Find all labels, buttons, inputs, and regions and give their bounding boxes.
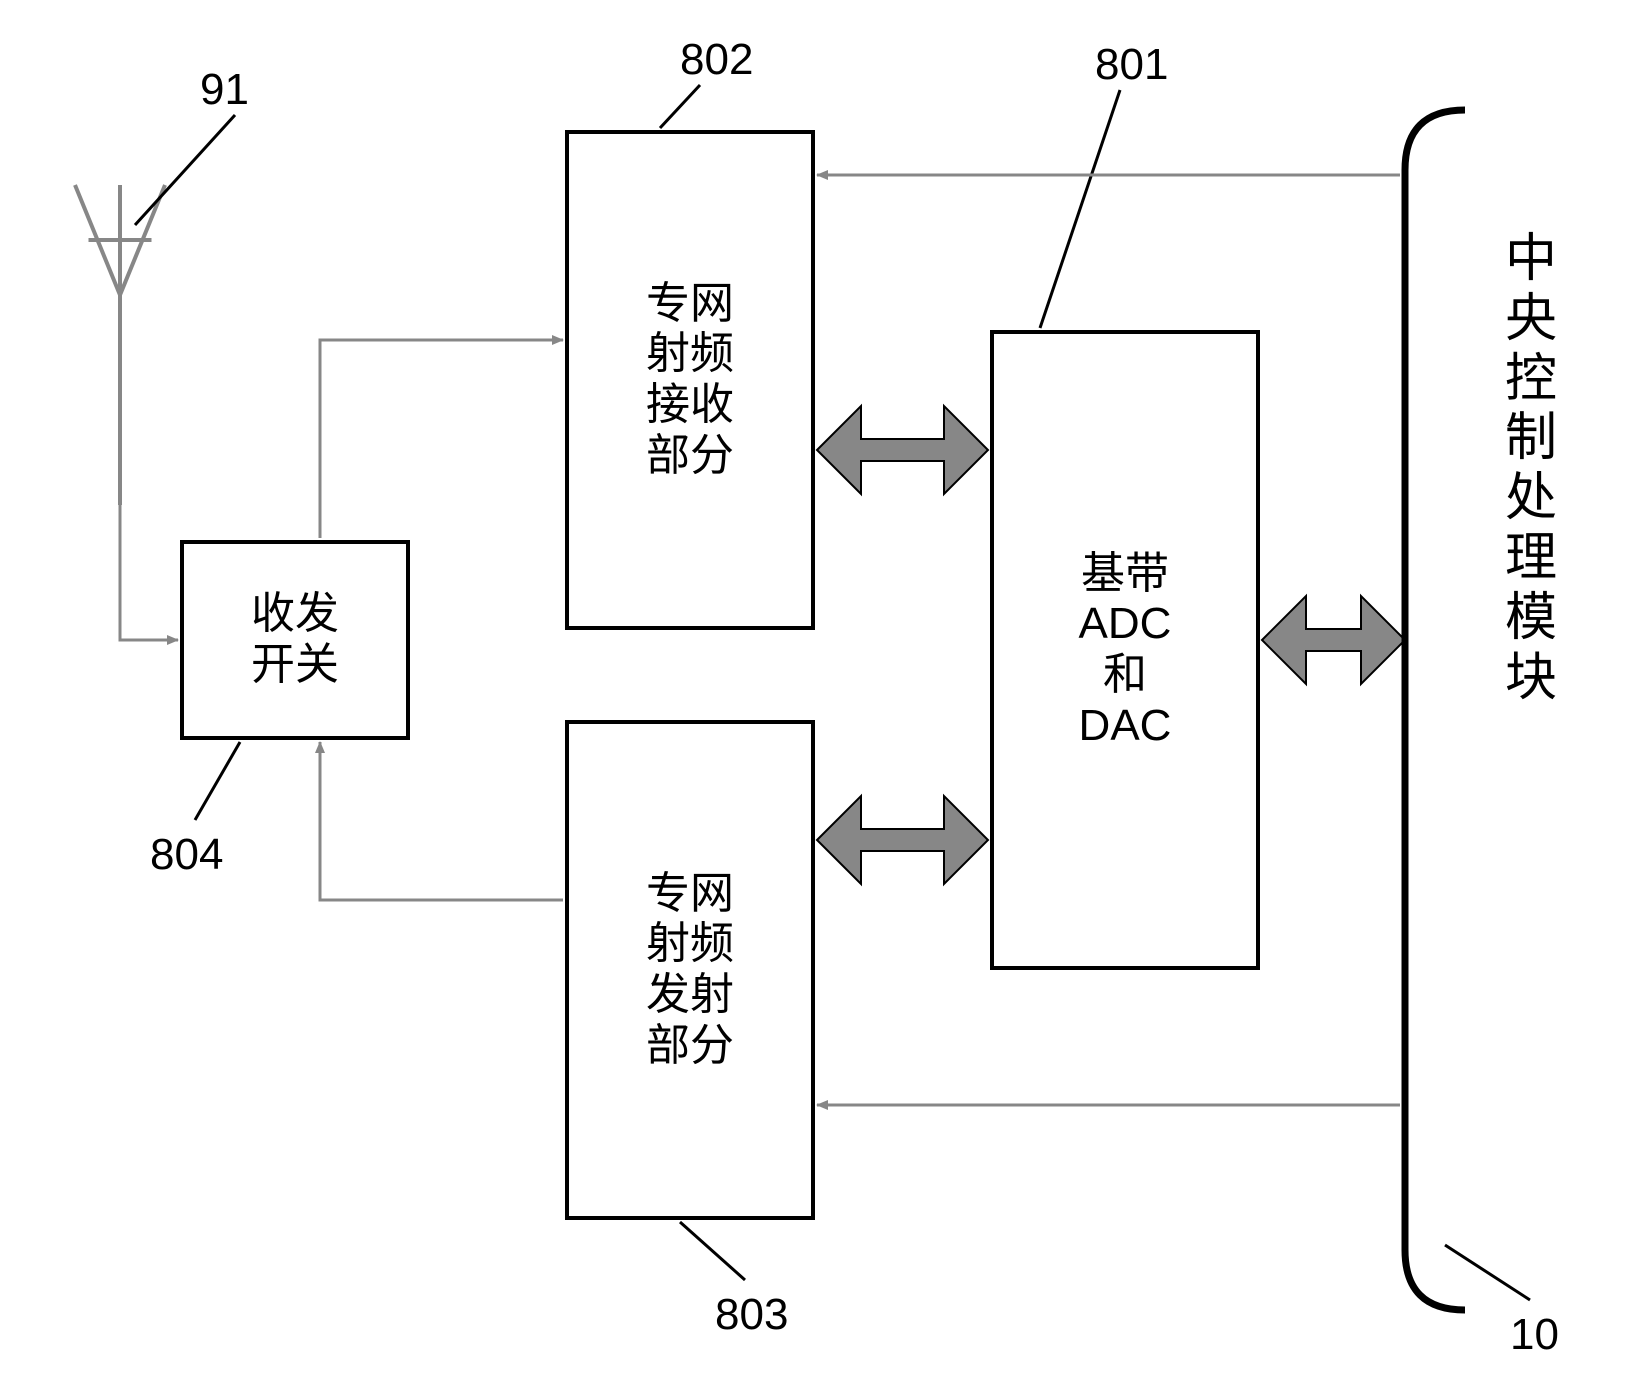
antenna-symbol [75, 185, 165, 505]
ref-91: 91 [200, 65, 249, 115]
module-bracket [1405, 110, 1465, 1310]
ref-801: 801 [1095, 40, 1168, 90]
label-rf-receive: 专网 射频 接收 部分 [646, 279, 734, 481]
ref-804: 804 [150, 830, 223, 880]
ref-803: 803 [715, 1290, 788, 1340]
diagram-canvas: 收发 开关 专网 射频 接收 部分 专网 射频 发射 部分 基带 ADC 和 D… [0, 0, 1630, 1374]
label-txrx-switch: 收发 开关 [251, 589, 339, 690]
ref-802: 802 [680, 35, 753, 85]
ref-10: 10 [1510, 1310, 1559, 1360]
label-baseband: 基带 ADC 和 DAC [1079, 549, 1172, 751]
label-central-control: 中央控制处理模块 [1505, 230, 1557, 708]
box-txrx-switch: 收发 开关 [180, 540, 410, 740]
box-rf-transmit: 专网 射频 发射 部分 [565, 720, 815, 1220]
box-baseband-adc-dac: 基带 ADC 和 DAC [990, 330, 1260, 970]
box-rf-receive: 专网 射频 接收 部分 [565, 130, 815, 630]
label-rf-transmit: 专网 射频 发射 部分 [646, 869, 734, 1071]
